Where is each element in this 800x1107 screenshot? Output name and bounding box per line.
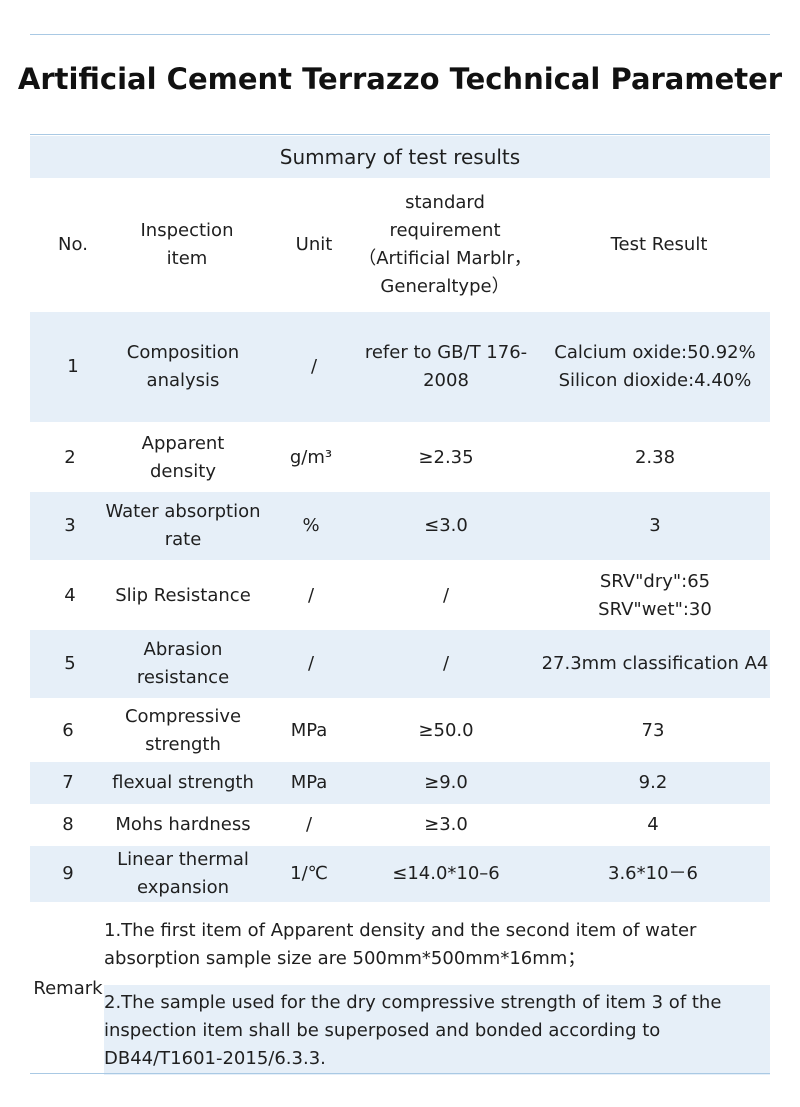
row-1-standard: refer to GB/T 176-2008 bbox=[364, 342, 528, 391]
row-5-unit: / bbox=[307, 653, 315, 674]
row-1-result: Calcium oxide:50.92% Silicon dioxide:4.4… bbox=[554, 342, 756, 391]
top-divider bbox=[30, 34, 770, 35]
remark-note-2: 2.The sample used for the dry compressiv… bbox=[104, 992, 722, 1069]
row-2-result: 2.38 bbox=[634, 447, 676, 468]
header-inspection-item: Inspection item bbox=[140, 220, 234, 269]
row-band-1 bbox=[30, 312, 770, 422]
row-3-item: Water absorption rate bbox=[105, 501, 261, 550]
row-9-unit: 1/℃ bbox=[290, 863, 328, 884]
row-2-item: Apparent density bbox=[141, 433, 225, 482]
table-top-divider bbox=[30, 134, 770, 135]
row-7-result: 9.2 bbox=[638, 772, 668, 793]
row-band-7 bbox=[30, 762, 770, 804]
row-4-no: 4 bbox=[64, 585, 76, 606]
row-3-unit: % bbox=[302, 515, 320, 536]
page-title: Artificial Cement Terrazzo Technical Par… bbox=[17, 62, 783, 96]
row-6-item: Compressive strength bbox=[124, 706, 242, 755]
row-1-no: 1 bbox=[67, 356, 79, 377]
header-unit: Unit bbox=[295, 234, 333, 255]
row-4-item: Slip Resistance bbox=[115, 585, 251, 606]
row-7-item: flexual strength bbox=[112, 772, 254, 793]
header-standard-requirement: standard requirement （Artificial Marblr，… bbox=[358, 192, 532, 297]
row-band-5 bbox=[30, 630, 770, 698]
row-band-3 bbox=[30, 492, 770, 560]
row-6-result: 73 bbox=[641, 720, 665, 741]
row-9-result: 3.6*10－6 bbox=[608, 863, 698, 884]
row-1-unit: / bbox=[310, 356, 318, 377]
row-9-no: 9 bbox=[62, 863, 74, 884]
remark-band-2 bbox=[104, 985, 770, 1075]
row-2-standard: ≥2.35 bbox=[418, 447, 474, 468]
bottom-divider bbox=[30, 1073, 770, 1074]
header-test-result: Test Result bbox=[610, 234, 708, 255]
row-6-no: 6 bbox=[62, 720, 74, 741]
row-9-standard: ≤14.0*10–6 bbox=[392, 863, 500, 884]
row-5-result: 27.3mm classification A4 bbox=[541, 653, 769, 674]
row-8-standard: ≥3.0 bbox=[424, 814, 468, 835]
row-4-standard: / bbox=[442, 585, 450, 606]
row-7-unit: MPa bbox=[290, 772, 328, 793]
row-8-no: 8 bbox=[62, 814, 74, 835]
row-3-result: 3 bbox=[649, 515, 661, 536]
row-4-result: SRV"dry":65 SRV"wet":30 bbox=[598, 571, 712, 620]
header-no: No. bbox=[58, 234, 88, 255]
row-7-standard: ≥9.0 bbox=[424, 772, 468, 793]
row-3-standard: ≤3.0 bbox=[424, 515, 468, 536]
row-1-item: Composition analysis bbox=[126, 342, 240, 391]
row-6-standard: ≥50.0 bbox=[418, 720, 474, 741]
row-8-result: 4 bbox=[647, 814, 659, 835]
remark-label: Remark bbox=[33, 978, 103, 999]
row-6-unit: MPa bbox=[290, 720, 328, 741]
table-summary-header: Summary of test results bbox=[30, 136, 770, 178]
row-3-no: 3 bbox=[64, 515, 76, 536]
row-2-no: 2 bbox=[64, 447, 76, 468]
row-7-no: 7 bbox=[62, 772, 74, 793]
row-2-unit: g/m³ bbox=[289, 447, 333, 468]
row-8-item: Mohs hardness bbox=[115, 814, 251, 835]
row-4-unit: / bbox=[307, 585, 315, 606]
row-5-item: Abrasion resistance bbox=[136, 639, 230, 688]
row-8-unit: / bbox=[305, 814, 313, 835]
remark-note-1: 1.The first item of Apparent density and… bbox=[104, 920, 697, 969]
row-9-item: Linear thermal expansion bbox=[117, 849, 249, 898]
row-band-9 bbox=[30, 846, 770, 902]
row-5-standard: / bbox=[442, 653, 450, 674]
row-5-no: 5 bbox=[64, 653, 76, 674]
